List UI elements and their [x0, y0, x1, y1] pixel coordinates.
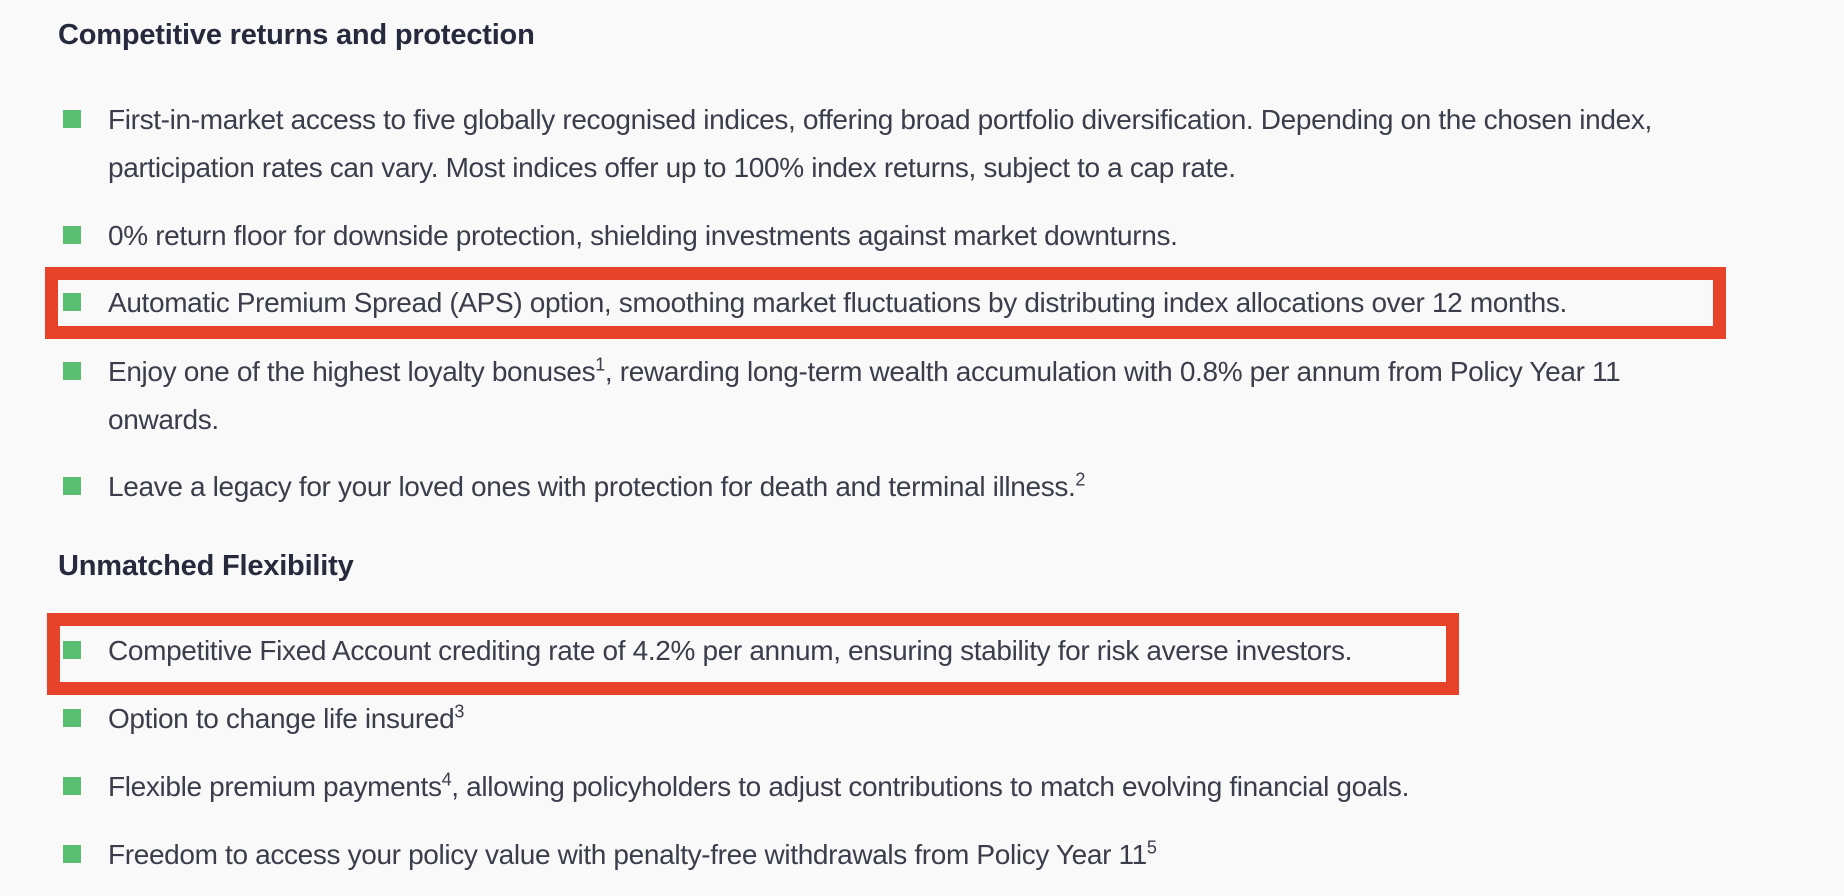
list-item: Enjoy one of the highest loyalty bonuses…	[63, 348, 1728, 444]
list-item-highlighted: Automatic Premium Spread (APS) option, s…	[63, 279, 1748, 327]
bullet-square-icon	[63, 293, 81, 311]
footnote-ref[interactable]: 3	[454, 701, 464, 722]
bullet-square-icon	[63, 477, 81, 495]
section-heading-flexibility: Unmatched Flexibility	[58, 550, 354, 582]
bullet-square-icon	[63, 226, 81, 244]
footnote-ref[interactable]: 4	[441, 769, 452, 790]
list-item: 0% return floor for downside protection,…	[63, 212, 1748, 260]
list-item: Leave a legacy for your loved ones with …	[63, 463, 1748, 511]
list-item: First-in-market access to five globally …	[63, 96, 1748, 192]
bullet-square-icon	[63, 110, 81, 128]
footnote-ref[interactable]: 1	[595, 354, 605, 375]
footnote-ref[interactable]: 5	[1146, 837, 1157, 858]
section-heading-returns: Competitive returns and protection	[58, 19, 535, 51]
bullet-square-icon	[63, 709, 81, 727]
list-item-highlighted: Competitive Fixed Account crediting rate…	[63, 627, 1748, 675]
list-item: Option to change life insured3	[63, 695, 1748, 743]
highlight-box-fixed-account	[47, 613, 1459, 695]
bullet-square-icon	[63, 777, 81, 795]
list-item: Freedom to access your policy value with…	[63, 831, 1748, 879]
bullet-square-icon	[63, 641, 81, 659]
footnote-ref[interactable]: 2	[1075, 469, 1086, 490]
list-item: Flexible premium payments4, allowing pol…	[63, 763, 1748, 811]
bullet-square-icon	[63, 845, 81, 863]
highlight-box-aps	[45, 267, 1726, 339]
bullet-square-icon	[63, 362, 81, 380]
